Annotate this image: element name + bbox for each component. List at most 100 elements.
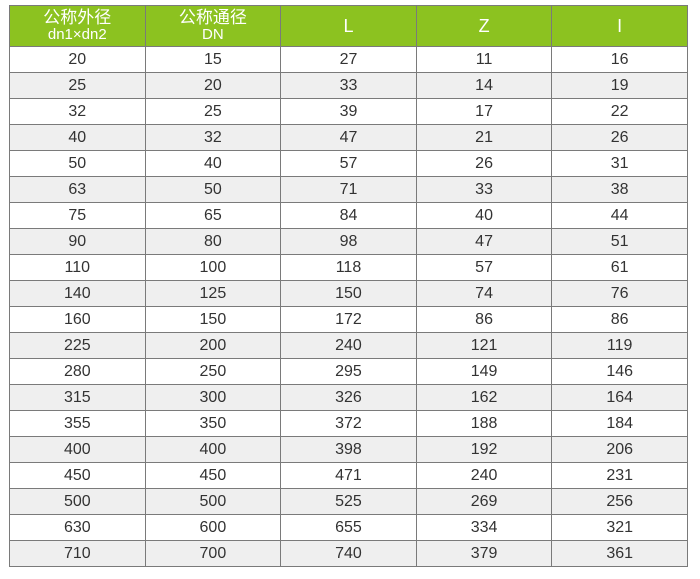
- table-row: 400 400 398 192 206: [9, 436, 688, 463]
- table-row: 450 450 471 240 231: [9, 462, 688, 489]
- table-cell: 71: [280, 176, 417, 203]
- table-cell: 295: [280, 358, 417, 385]
- table-cell: 269: [415, 488, 553, 515]
- table-row: 90 80 98 47 51: [9, 228, 688, 255]
- table-row: 280 250 295 149 146: [9, 358, 688, 385]
- table-cell: 361: [551, 540, 688, 567]
- table-cell: 21: [415, 124, 553, 151]
- table-cell: 150: [280, 280, 417, 307]
- table-cell: 164: [551, 384, 688, 411]
- table-cell: 119: [551, 332, 688, 359]
- table-cell: 15: [144, 46, 282, 73]
- table-cell: 17: [415, 98, 553, 125]
- table-cell: 39: [280, 98, 417, 125]
- table-cell: 80: [144, 228, 282, 255]
- table-cell: 146: [551, 358, 688, 385]
- table-cell: 280: [9, 358, 146, 385]
- header-z: Z: [415, 5, 553, 47]
- table-row: 140 125 150 74 76: [9, 280, 688, 307]
- table-cell: 61: [551, 254, 688, 281]
- header-l: L: [280, 5, 417, 47]
- table-cell: 19: [551, 72, 688, 99]
- table-cell: 75: [9, 202, 146, 229]
- table-row: 355 350 372 188 184: [9, 410, 688, 437]
- table-cell: 450: [144, 462, 282, 489]
- table-cell: 86: [551, 306, 688, 333]
- table-cell: 65: [144, 202, 282, 229]
- table-cell: 118: [280, 254, 417, 281]
- table-cell: 84: [280, 202, 417, 229]
- header-label: 公称通径: [178, 8, 247, 27]
- table-cell: 26: [415, 150, 553, 177]
- table-cell: 150: [144, 306, 282, 333]
- table-cell: 300: [144, 384, 282, 411]
- table-cell: 162: [415, 384, 553, 411]
- header-sublabel: dn1×dn2: [47, 26, 107, 43]
- table-cell: 525: [280, 488, 417, 515]
- table-cell: 372: [280, 410, 417, 437]
- table-cell: 450: [9, 462, 146, 489]
- table-cell: 38: [551, 176, 688, 203]
- table-cell: 334: [415, 514, 553, 541]
- table-cell: 160: [9, 306, 146, 333]
- table-row: 710 700 740 379 361: [9, 540, 688, 567]
- table-row: 32 25 39 17 22: [9, 98, 688, 125]
- table-cell: 400: [144, 436, 282, 463]
- header-row: 公称外径 dn1×dn2 公称通径 DN L Z I: [9, 5, 688, 47]
- table-row: 110 100 118 57 61: [9, 254, 688, 281]
- table-row: 225 200 240 121 119: [9, 332, 688, 359]
- table-row: 315 300 326 162 164: [9, 384, 688, 411]
- table-cell: 11: [415, 46, 553, 73]
- table-cell: 31: [551, 150, 688, 177]
- table-cell: 121: [415, 332, 553, 359]
- table-cell: 51: [551, 228, 688, 255]
- table-cell: 192: [415, 436, 553, 463]
- table-row: 75 65 84 40 44: [9, 202, 688, 229]
- table-cell: 22: [551, 98, 688, 125]
- table-cell: 110: [9, 254, 146, 281]
- table-cell: 398: [280, 436, 417, 463]
- table-row: 40 32 47 21 26: [9, 124, 688, 151]
- table-cell: 76: [551, 280, 688, 307]
- table-row: 500 500 525 269 256: [9, 488, 688, 515]
- table-cell: 240: [280, 332, 417, 359]
- table-cell: 26: [551, 124, 688, 151]
- table-cell: 98: [280, 228, 417, 255]
- table-cell: 40: [144, 150, 282, 177]
- table-cell: 355: [9, 410, 146, 437]
- table-cell: 57: [280, 150, 417, 177]
- table-cell: 471: [280, 462, 417, 489]
- table-cell: 86: [415, 306, 553, 333]
- table-cell: 700: [144, 540, 282, 567]
- table-cell: 225: [9, 332, 146, 359]
- table-row: 160 150 172 86 86: [9, 306, 688, 333]
- table-row: 63 50 71 33 38: [9, 176, 688, 203]
- table-cell: 655: [280, 514, 417, 541]
- table-cell: 184: [551, 410, 688, 437]
- table-cell: 90: [9, 228, 146, 255]
- table-cell: 14: [415, 72, 553, 99]
- table-cell: 200: [144, 332, 282, 359]
- table-cell: 40: [415, 202, 553, 229]
- header-sublabel: DN: [202, 26, 224, 43]
- table-cell: 33: [415, 176, 553, 203]
- table-row: 50 40 57 26 31: [9, 150, 688, 177]
- table-cell: 20: [144, 72, 282, 99]
- header-outer-diameter: 公称外径 dn1×dn2: [9, 5, 146, 47]
- table-cell: 315: [9, 384, 146, 411]
- table-cell: 100: [144, 254, 282, 281]
- table-cell: 500: [144, 488, 282, 515]
- table-cell: 400: [9, 436, 146, 463]
- table-cell: 50: [144, 176, 282, 203]
- header-nominal-diameter: 公称通径 DN: [144, 5, 282, 47]
- table-cell: 47: [415, 228, 553, 255]
- table-row: 20 15 27 11 16: [9, 46, 688, 73]
- dimension-table: 公称外径 dn1×dn2 公称通径 DN L Z I 20 15 27 11 16 25 20 3…: [9, 5, 688, 567]
- table-cell: 125: [144, 280, 282, 307]
- table-cell: 250: [144, 358, 282, 385]
- table-cell: 50: [9, 150, 146, 177]
- table-cell: 630: [9, 514, 146, 541]
- header-i: I: [551, 5, 688, 47]
- table-cell: 188: [415, 410, 553, 437]
- table-cell: 16: [551, 46, 688, 73]
